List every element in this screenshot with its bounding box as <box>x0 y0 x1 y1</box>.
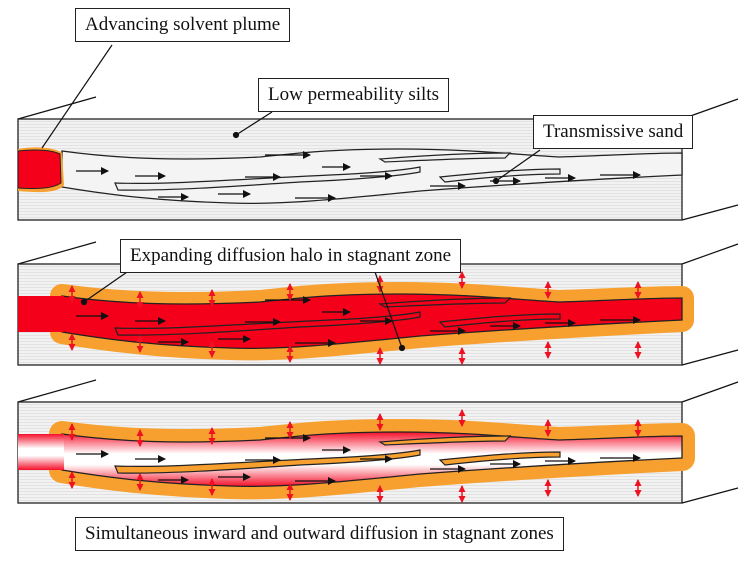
channel-inlet <box>18 434 64 470</box>
perspective-line <box>681 381 739 403</box>
perspective-line <box>681 204 739 221</box>
channel-inlet <box>18 296 64 332</box>
label-simultaneous-diffusion: Simultaneous inward and outward diffusio… <box>75 517 564 551</box>
perspective-line <box>681 487 739 504</box>
panel-3 <box>17 379 739 504</box>
label-expanding-diffusion-halo: Expanding diffusion halo in stagnant zon… <box>120 239 462 273</box>
perspective-line <box>17 241 97 265</box>
solvent-plume <box>17 149 62 189</box>
leader-lines <box>41 44 541 352</box>
label-transmissive-sand: Transmissive sand <box>533 115 694 149</box>
perspective-line <box>17 379 97 403</box>
panel-2 <box>17 241 739 366</box>
perspective-line <box>681 243 739 265</box>
perspective-line <box>17 96 97 120</box>
label-advancing-solvent-plume: Advancing solvent plume <box>75 8 291 42</box>
perspective-line <box>681 349 739 366</box>
label-low-permeability-silts: Low permeability silts <box>258 78 449 112</box>
